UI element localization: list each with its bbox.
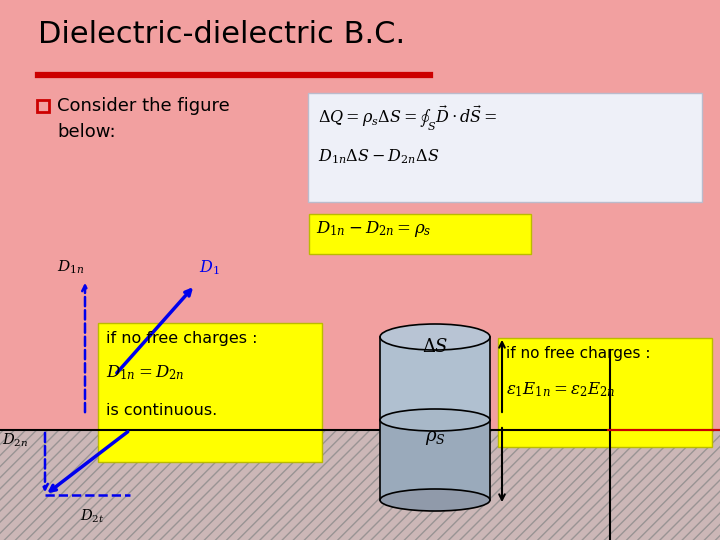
Text: $D_{1n} - D_{2n} = \rho_s$: $D_{1n} - D_{2n} = \rho_s$ bbox=[316, 219, 431, 239]
Text: $D_{1n} = D_{2n}$: $D_{1n} = D_{2n}$ bbox=[106, 363, 184, 382]
FancyBboxPatch shape bbox=[498, 338, 712, 447]
Bar bbox=[37, 100, 49, 112]
Text: is continuous.: is continuous. bbox=[106, 403, 217, 418]
Bar bbox=[380, 420, 490, 500]
Ellipse shape bbox=[380, 489, 490, 511]
Text: Consider the figure
below:: Consider the figure below: bbox=[57, 97, 230, 141]
Text: $\Delta Q = \rho_s \Delta S = \oint_S \vec{D} \cdot d\vec{S} =$: $\Delta Q = \rho_s \Delta S = \oint_S \v… bbox=[318, 103, 498, 133]
Text: $D_{2n}$: $D_{2n}$ bbox=[2, 432, 28, 449]
Text: $\Delta S$: $\Delta S$ bbox=[422, 338, 449, 356]
Ellipse shape bbox=[380, 409, 490, 431]
Text: $\rho_S$: $\rho_S$ bbox=[425, 429, 446, 447]
Text: if no free charges :: if no free charges : bbox=[106, 331, 258, 346]
Text: Dielectric-dielectric B.C.: Dielectric-dielectric B.C. bbox=[38, 20, 405, 49]
Text: $D_1$: $D_1$ bbox=[199, 258, 220, 277]
Text: if no free charges :: if no free charges : bbox=[506, 346, 650, 361]
Bar bbox=[380, 337, 490, 420]
Bar bbox=[0, 430, 720, 540]
FancyBboxPatch shape bbox=[309, 214, 531, 254]
Text: $D_{1n}$: $D_{1n}$ bbox=[57, 259, 84, 276]
Text: $D_{1n}\Delta S - D_{2n}\Delta S$: $D_{1n}\Delta S - D_{2n}\Delta S$ bbox=[318, 147, 439, 166]
FancyBboxPatch shape bbox=[98, 323, 322, 462]
FancyBboxPatch shape bbox=[308, 93, 702, 202]
Text: $D_{2t}$: $D_{2t}$ bbox=[80, 508, 104, 525]
Text: $\varepsilon_1 E_{1n} = \varepsilon_2 E_{2n}$: $\varepsilon_1 E_{1n} = \varepsilon_2 E_… bbox=[506, 380, 616, 399]
Ellipse shape bbox=[380, 324, 490, 350]
